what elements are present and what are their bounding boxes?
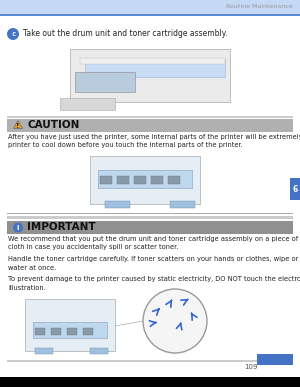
Bar [35, 328, 45, 335]
Bar [7, 216, 293, 219]
Bar [70, 49, 230, 102]
Bar [25, 299, 115, 351]
Circle shape [7, 28, 19, 40]
Bar [7, 116, 293, 118]
Bar [33, 322, 107, 338]
Bar [85, 59, 225, 77]
Text: Handle the toner cartridge carefully. If toner scatters on your hands or clothes: Handle the toner cartridge carefully. If… [8, 256, 300, 271]
Bar [151, 176, 163, 184]
Text: 6: 6 [292, 185, 298, 194]
Bar [51, 328, 61, 335]
Bar [83, 328, 93, 335]
Circle shape [143, 289, 207, 353]
Text: IMPORTANT: IMPORTANT [27, 223, 96, 233]
Bar [170, 201, 195, 208]
Bar [134, 176, 146, 184]
Text: !: ! [16, 123, 20, 130]
Bar [60, 98, 115, 110]
Bar [7, 360, 293, 362]
Text: i: i [17, 224, 19, 231]
Text: After you have just used the printer, some internal parts of the printer will be: After you have just used the printer, so… [8, 134, 300, 149]
Bar [90, 156, 200, 204]
Text: We recommend that you put the drum unit and toner cartridge assembly on a piece : We recommend that you put the drum unit … [8, 236, 300, 250]
Bar [257, 354, 293, 365]
Bar [168, 176, 180, 184]
Bar [90, 348, 108, 354]
Text: CAUTION: CAUTION [27, 120, 80, 130]
Text: 109: 109 [244, 364, 257, 370]
Text: Take out the drum unit and toner cartridge assembly.: Take out the drum unit and toner cartrid… [23, 29, 227, 38]
Polygon shape [14, 120, 22, 128]
Bar [7, 119, 293, 132]
Bar [35, 348, 53, 354]
Bar [100, 176, 112, 184]
Bar [67, 328, 77, 335]
Bar [117, 176, 129, 184]
Bar [290, 178, 300, 200]
Bar [98, 170, 192, 188]
Bar [0, 0, 300, 14]
Bar [7, 221, 293, 234]
Bar [7, 212, 293, 214]
Bar [105, 201, 130, 208]
Circle shape [13, 223, 23, 233]
Text: To prevent damage to the printer caused by static electricity, DO NOT touch the : To prevent damage to the printer caused … [8, 276, 300, 291]
Text: c: c [11, 31, 15, 37]
Bar [80, 58, 225, 64]
Bar [0, 14, 300, 16]
Bar [75, 72, 135, 92]
Text: Routine Maintenance: Routine Maintenance [226, 5, 293, 10]
Bar [0, 377, 300, 387]
